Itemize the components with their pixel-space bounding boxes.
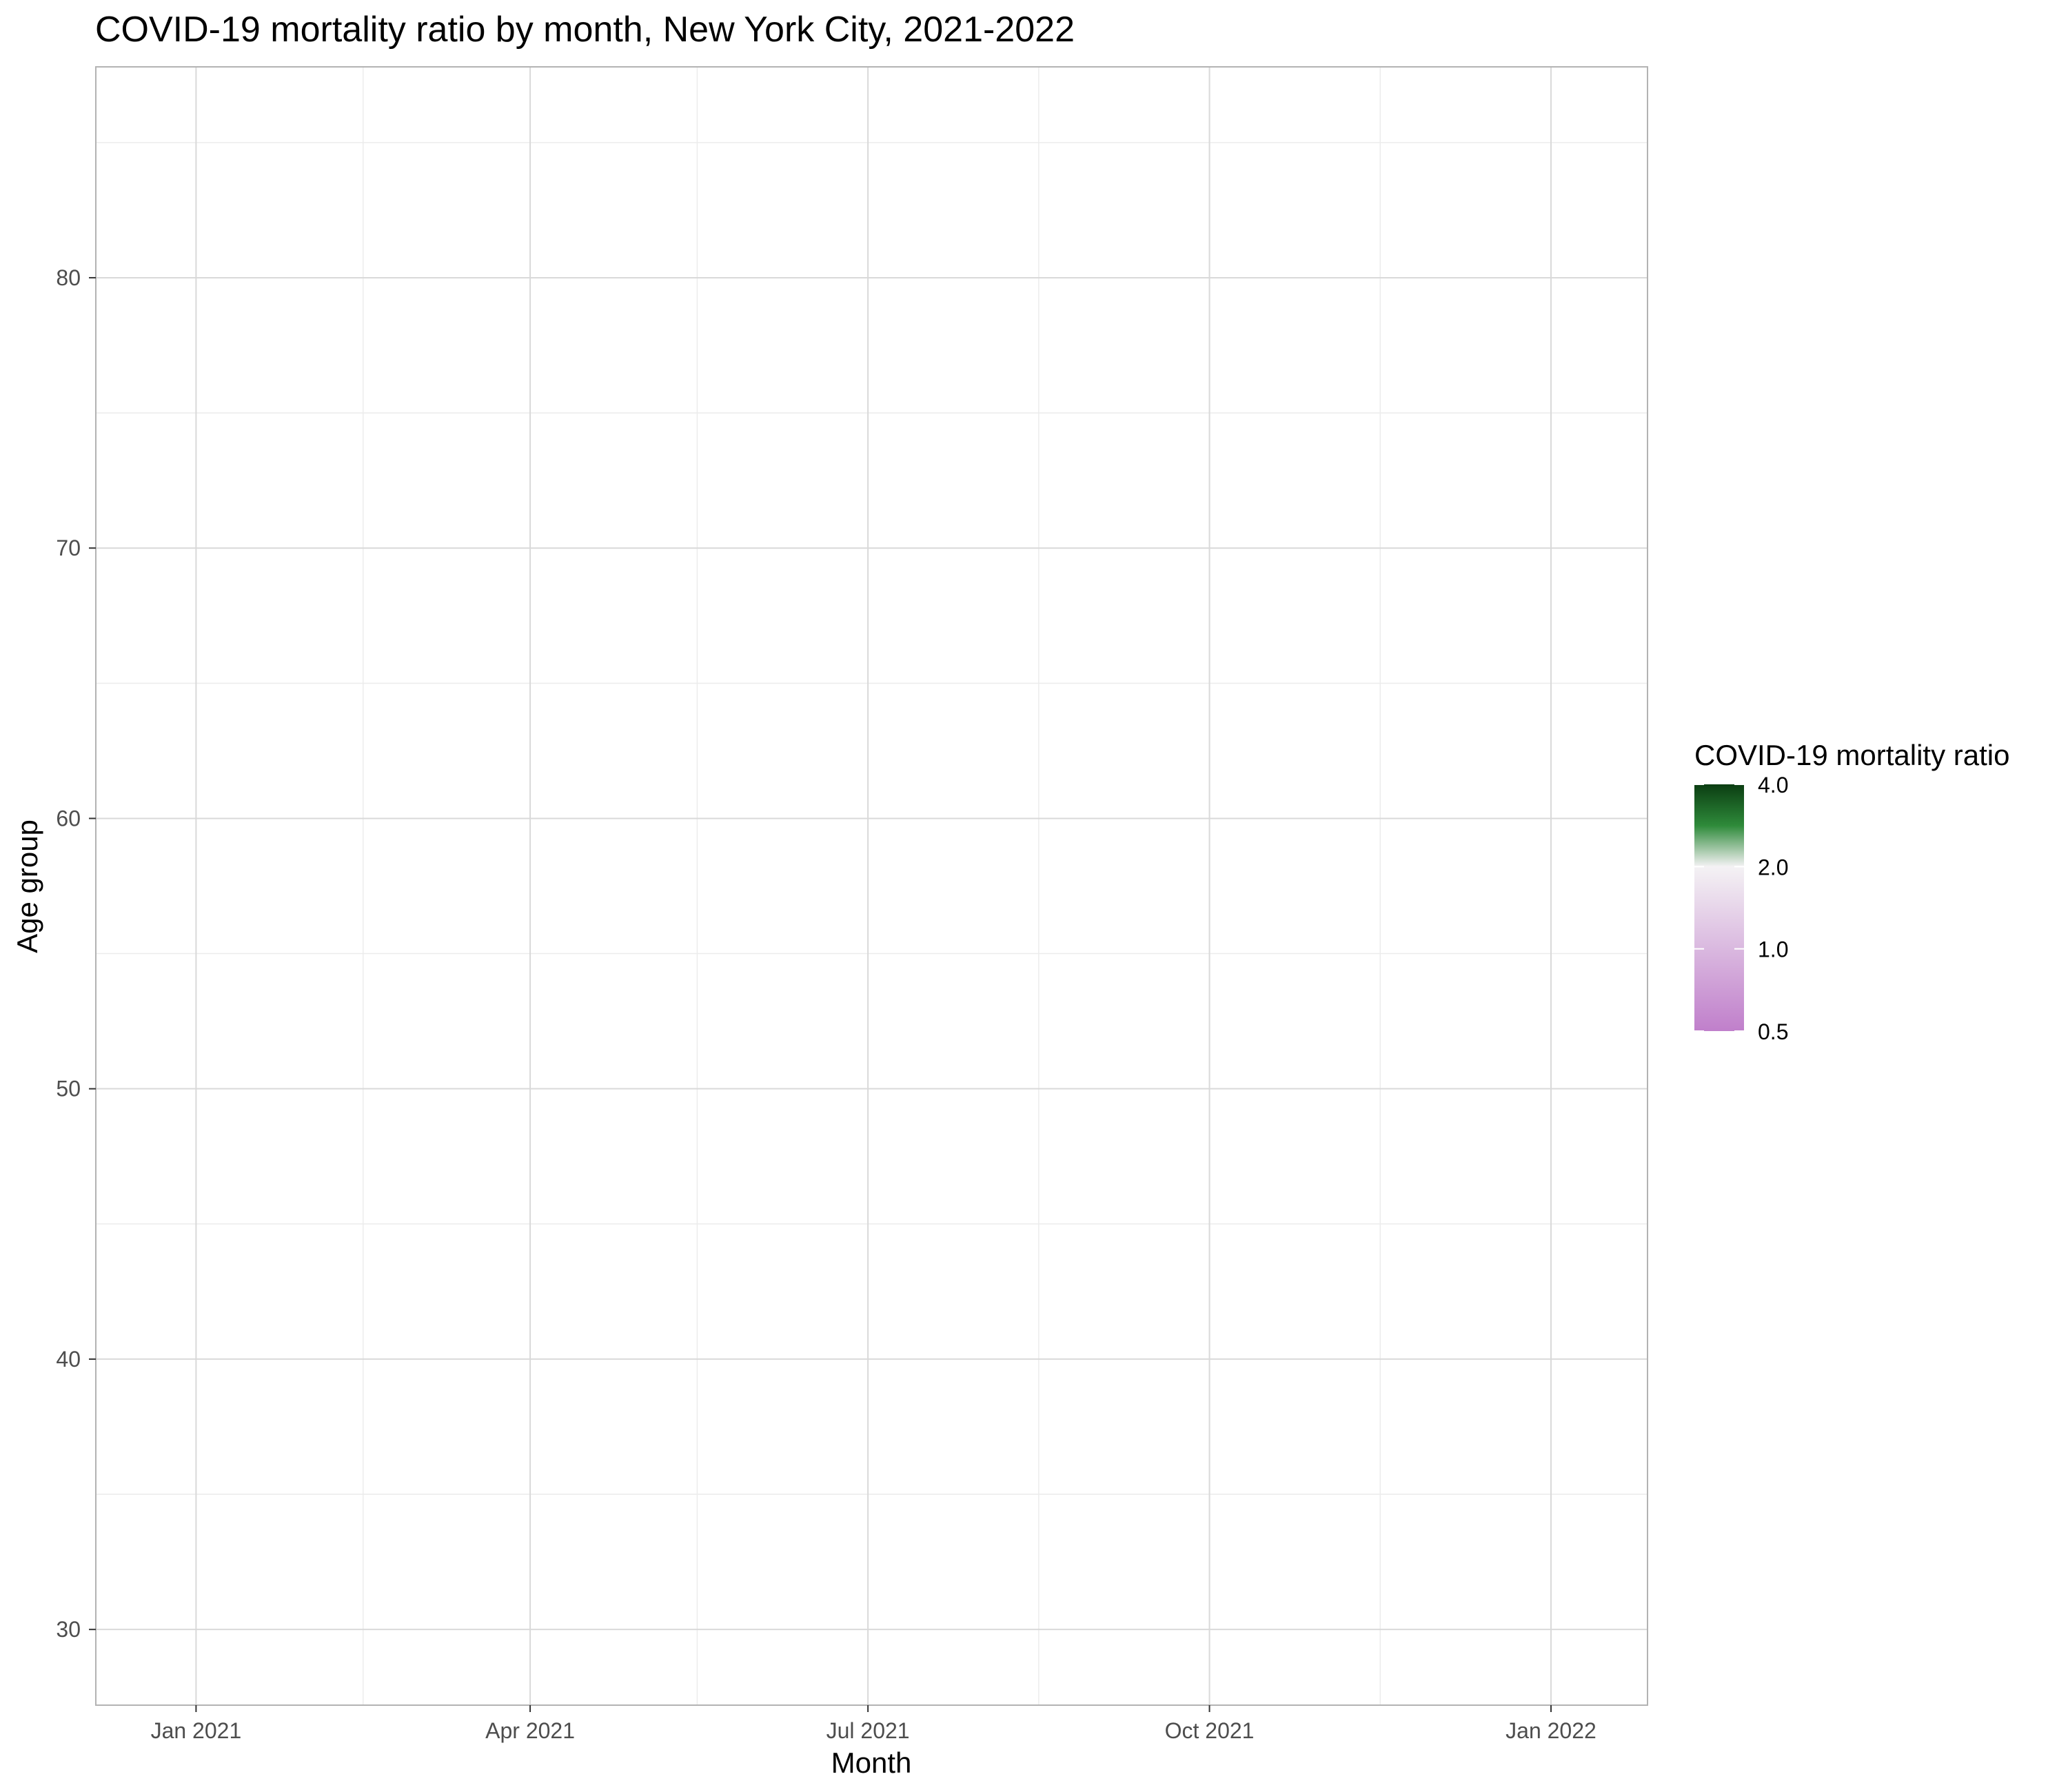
chart-title: COVID-19 mortality ratio by month, New Y… [95, 10, 1075, 50]
x-tick-label: Jan 2021 [151, 1718, 242, 1743]
grid [96, 67, 1648, 1705]
legend-break-label: 2.0 [1758, 855, 1788, 879]
x-tick-label: Jul 2021 [827, 1718, 910, 1743]
legend: COVID-19 mortality ratio 4.0 2.0 1.0 0.5 [1694, 739, 2009, 1044]
y-axis-title: Age group [11, 819, 43, 953]
legend-breaks: 4.0 2.0 1.0 0.5 [1694, 773, 1788, 1044]
x-tick-label: Oct 2021 [1165, 1718, 1255, 1743]
x-tick-label: Jan 2022 [1506, 1718, 1596, 1743]
y-tick-label: 80 [56, 265, 81, 290]
legend-colorbar [1694, 784, 1744, 1031]
x-axis-title: Month [831, 1747, 912, 1779]
legend-break-label: 1.0 [1758, 937, 1788, 962]
y-tick-label: 60 [56, 806, 81, 831]
legend-break-label: 0.5 [1758, 1019, 1788, 1044]
x-tick-label: Apr 2021 [485, 1718, 575, 1743]
y-tick-label: 30 [56, 1617, 81, 1642]
y-tick-label: 40 [56, 1347, 81, 1372]
plot-panel-border [95, 66, 1648, 1706]
legend-title: COVID-19 mortality ratio [1694, 739, 2009, 771]
y-axis: 30 40 50 60 70 80 [56, 265, 96, 1642]
legend-break-label: 4.0 [1758, 773, 1788, 797]
x-axis: Jan 2021 Apr 2021 Jul 2021 Oct 2021 Jan 2022 [151, 1705, 1596, 1743]
y-tick-label: 50 [56, 1077, 81, 1101]
y-tick-label: 70 [56, 536, 81, 560]
